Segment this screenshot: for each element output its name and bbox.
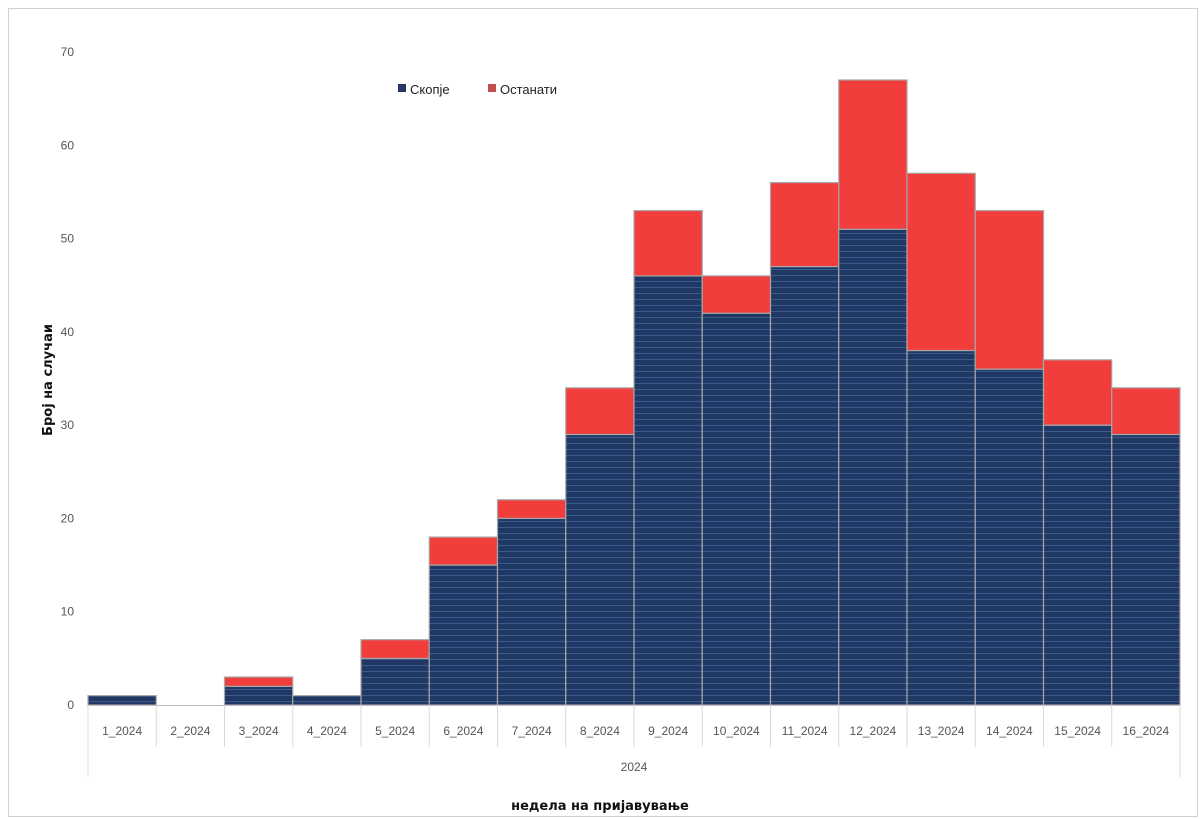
bar-ostanati-5_2024 (360, 639, 430, 659)
bar-ostanati-15_2024 (1042, 359, 1113, 426)
x-tick-label: 1_2024 (102, 724, 142, 738)
bar-skopje-14_2024 (974, 368, 1045, 706)
bar-skopje-11_2024 (769, 265, 840, 706)
x-group-label: 2024 (621, 760, 648, 774)
bar-skopje-13_2024 (906, 349, 976, 706)
y-tick-label: 60 (61, 138, 75, 152)
bar-ostanati-10_2024 (701, 275, 772, 314)
bar-skopje-8_2024 (565, 433, 635, 706)
x-tick-label: 10_2024 (713, 724, 760, 738)
bar-skopje-9_2024 (633, 275, 703, 706)
bar-skopje-10_2024 (701, 312, 772, 706)
legend-swatch-skopje (398, 84, 406, 92)
x-tick-label: 15_2024 (1054, 724, 1101, 738)
x-tick-label: 7_2024 (512, 724, 552, 738)
bar-skopje-7_2024 (496, 517, 567, 706)
x-tick-label: 12_2024 (850, 724, 897, 738)
x-tick-label: 8_2024 (580, 724, 620, 738)
bar-ostanati-14_2024 (974, 209, 1045, 370)
legend-swatch-ostanati (488, 84, 496, 92)
bar-ostanati-16_2024 (1111, 387, 1181, 436)
bar-ostanati-7_2024 (496, 499, 567, 520)
bar-skopje-3_2024 (223, 685, 294, 706)
bar-skopje-15_2024 (1042, 424, 1113, 706)
x-tick-label: 9_2024 (648, 724, 688, 738)
x-tick-label: 3_2024 (239, 724, 279, 738)
x-tick-label: 4_2024 (307, 724, 347, 738)
bar-skopje-12_2024 (838, 228, 908, 706)
bar-skopje-4_2024 (292, 695, 362, 706)
legend-label-ostanati: Останати (500, 82, 557, 97)
x-tick-label: 2_2024 (170, 724, 210, 738)
bar-ostanati-3_2024 (223, 676, 294, 687)
bar-ostanati-11_2024 (769, 182, 840, 268)
x-tick-label: 5_2024 (375, 724, 415, 738)
bar-skopje-16_2024 (1111, 433, 1181, 706)
x-tick-label: 14_2024 (986, 724, 1033, 738)
bars (87, 79, 1181, 706)
y-tick-label: 40 (61, 325, 75, 339)
x-tick-label: 6_2024 (443, 724, 483, 738)
bar-skopje-6_2024 (428, 564, 499, 706)
bar-ostanati-13_2024 (906, 172, 976, 352)
x-tick-label: 13_2024 (918, 724, 965, 738)
legend-label-skopje: Скопје (410, 82, 450, 97)
x-tick-label: 16_2024 (1123, 724, 1170, 738)
y-tick-label: 30 (61, 418, 75, 432)
bar-skopje-1_2024 (87, 695, 157, 706)
x-tick-label: 11_2024 (782, 724, 828, 738)
y-axis-ticks: 0 10 20 30 40 50 60 70 (61, 45, 75, 712)
y-tick-label: 50 (61, 232, 75, 246)
bar-ostanati-12_2024 (838, 79, 908, 230)
bar-skopje-5_2024 (360, 657, 430, 706)
y-tick-label: 20 (61, 511, 75, 525)
y-tick-label: 70 (61, 45, 75, 59)
x-axis-title: недела на пријавување (511, 799, 689, 814)
legend: Скопје Останати (398, 82, 557, 97)
y-axis-title: Број на случаи (41, 324, 56, 436)
x-axis: 1_2024 2_2024 3_2024 4_2024 5_2024 6_2024 7_20… (87, 705, 1181, 777)
bar-ostanati-6_2024 (428, 536, 499, 566)
y-tick-label: 0 (67, 698, 74, 712)
y-tick-label: 10 (61, 605, 75, 619)
bar-ostanati-8_2024 (565, 387, 635, 436)
bar-ostanati-9_2024 (633, 209, 703, 277)
